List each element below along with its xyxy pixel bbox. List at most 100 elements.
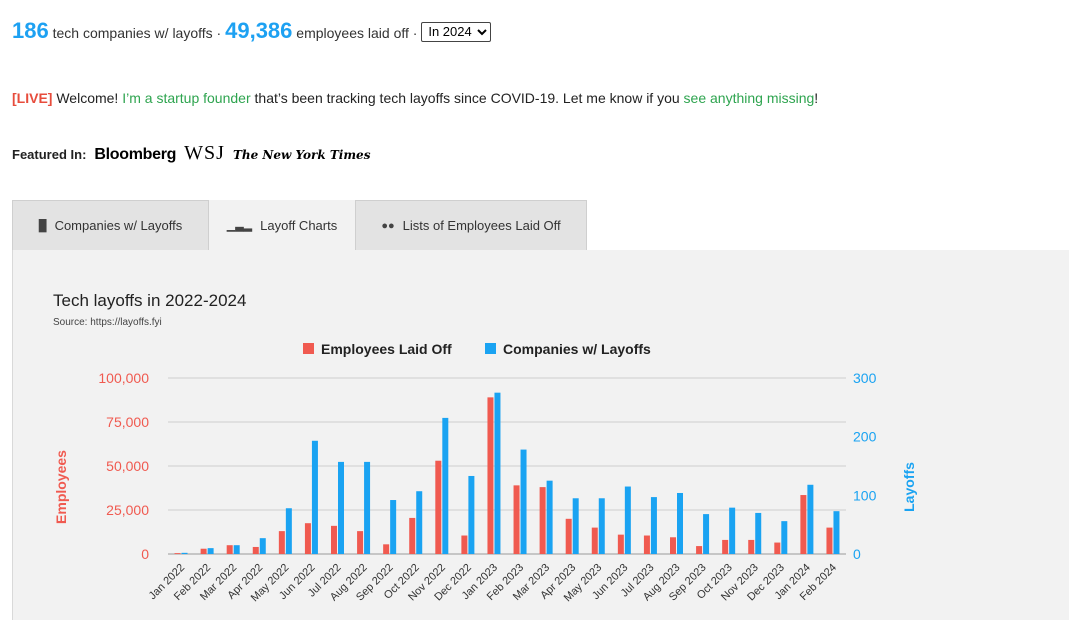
tab-lists-label: Lists of Employees Laid Off — [402, 218, 561, 233]
bar-companies — [285, 508, 292, 554]
bar-employees — [722, 539, 729, 554]
legend-label-employees: Employees Laid Off — [321, 341, 452, 357]
y-tick-left: 50,000 — [106, 458, 149, 474]
y-tick-right: 200 — [853, 429, 877, 445]
bar-employees — [174, 553, 181, 554]
bar-employees — [774, 542, 781, 554]
tab-employee-lists[interactable]: ●● Lists of Employees Laid Off — [355, 200, 587, 250]
bar-employees — [331, 525, 337, 554]
bar-employees — [278, 531, 285, 554]
bar-chart-icon: ▁▃▂ — [226, 220, 253, 232]
bar-companies — [181, 552, 188, 554]
y-axis-label-employees: Employees — [53, 450, 69, 524]
bar-employees — [539, 487, 546, 554]
bar-companies — [624, 486, 631, 554]
missing-link[interactable]: see anything missing — [683, 90, 815, 106]
bloomberg-logo: Bloomberg — [94, 146, 177, 163]
stats-line: 186 tech companies w/ layoffs · 49,386 e… — [12, 18, 492, 44]
bar-employees — [643, 535, 650, 554]
bar-companies — [781, 521, 788, 554]
bar-companies — [468, 475, 475, 554]
y-tick-left: 75,000 — [106, 414, 149, 430]
bar-employees — [800, 495, 807, 554]
bar-companies — [207, 548, 214, 554]
bar-employees — [565, 518, 572, 554]
y-tick-left: 25,000 — [106, 502, 149, 518]
bar-employees — [513, 485, 520, 554]
bar-companies — [364, 461, 371, 554]
welcome-text-2: that’s been tracking tech layoffs since … — [254, 90, 680, 106]
building-icon: █ — [38, 219, 47, 232]
period-select[interactable]: In 2024 — [421, 21, 492, 42]
nyt-logo: The New York Times — [232, 148, 371, 162]
bar-companies — [729, 507, 736, 554]
bar-companies — [598, 498, 605, 554]
employees-count: 49,386 — [225, 18, 293, 43]
bar-employees — [617, 534, 624, 554]
bar-employees — [409, 517, 416, 554]
tab-companies[interactable]: █ Companies w/ Layoffs — [12, 200, 209, 250]
bar-employees — [826, 527, 833, 554]
bar-employees — [435, 460, 442, 554]
bar-companies — [311, 440, 318, 554]
bar-employees — [252, 546, 259, 554]
chart-legend: Employees Laid Off Companies w/ Layoffs — [303, 341, 651, 357]
chart-subtitle: Source: https://layoffs.fyi — [53, 317, 162, 328]
tab-companies-label: Companies w/ Layoffs — [54, 218, 183, 233]
y-tick-left: 0 — [141, 546, 149, 562]
bar-companies — [650, 497, 657, 554]
bar-companies — [520, 449, 527, 554]
bar-companies — [338, 461, 344, 554]
bar-employees — [357, 531, 364, 554]
welcome-text-1: Welcome! — [56, 90, 119, 106]
bar-companies — [833, 511, 840, 554]
live-tag: [LIVE] — [12, 90, 53, 106]
bar-companies — [755, 512, 762, 554]
welcome-message: [LIVE] Welcome! I’m a startup founder th… — [12, 90, 818, 106]
bar-employees — [200, 548, 207, 554]
bar-companies — [416, 491, 423, 554]
bar-employees — [591, 527, 598, 554]
featured-label: Featured In: — [12, 147, 87, 162]
employees-text: employees laid off · — [296, 25, 418, 41]
y-tick-right: 100 — [853, 487, 877, 503]
bar-companies — [677, 492, 683, 554]
users-icon: ●● — [381, 219, 395, 232]
bar-companies — [390, 500, 397, 554]
y-tick-left: 100,000 — [98, 370, 149, 386]
founder-link[interactable]: I’m a startup founder — [122, 90, 251, 106]
bar-companies — [807, 484, 814, 554]
bar-employees — [487, 397, 494, 554]
layoff-chart: Tech layoffs in 2022-2024 Source: https:… — [53, 291, 917, 604]
companies-count: 186 — [12, 18, 49, 43]
chart-title: Tech layoffs in 2022-2024 — [53, 291, 246, 310]
legend-swatch-employees — [303, 343, 314, 354]
welcome-text-3: ! — [814, 90, 819, 106]
bar-companies — [703, 514, 710, 554]
wsj-logo: WSJ — [184, 142, 225, 164]
bar-companies — [442, 417, 449, 554]
bar-employees — [226, 545, 233, 554]
bar-employees — [748, 539, 755, 554]
legend-swatch-companies — [485, 343, 496, 354]
chart-panel: Tech layoffs in 2022-2024 Source: https:… — [12, 250, 1069, 620]
companies-text: tech companies w/ layoffs · — [52, 25, 222, 41]
y-tick-right: 0 — [853, 546, 861, 562]
bar-employees — [696, 546, 703, 554]
bar-employees — [461, 535, 468, 554]
bar-employees — [304, 523, 311, 554]
bar-employees — [670, 537, 676, 554]
featured-in: Featured In: Bloomberg WSJ The New York … — [12, 142, 370, 165]
tab-charts-label: Layoff Charts — [260, 218, 338, 233]
tab-bar: █ Companies w/ Layoffs ▁▃▂ Layoff Charts… — [12, 200, 587, 250]
bar-employees — [383, 544, 390, 554]
bar-companies — [494, 392, 501, 554]
y-tick-right: 300 — [853, 370, 877, 386]
y-axis-label-layoffs: Layoffs — [901, 462, 917, 512]
legend-label-companies: Companies w/ Layoffs — [503, 341, 651, 357]
bar-companies — [233, 545, 240, 554]
bar-companies — [259, 538, 266, 554]
bar-companies — [572, 498, 579, 554]
bar-companies — [546, 480, 553, 554]
tab-layoff-charts[interactable]: ▁▃▂ Layoff Charts — [209, 200, 355, 250]
